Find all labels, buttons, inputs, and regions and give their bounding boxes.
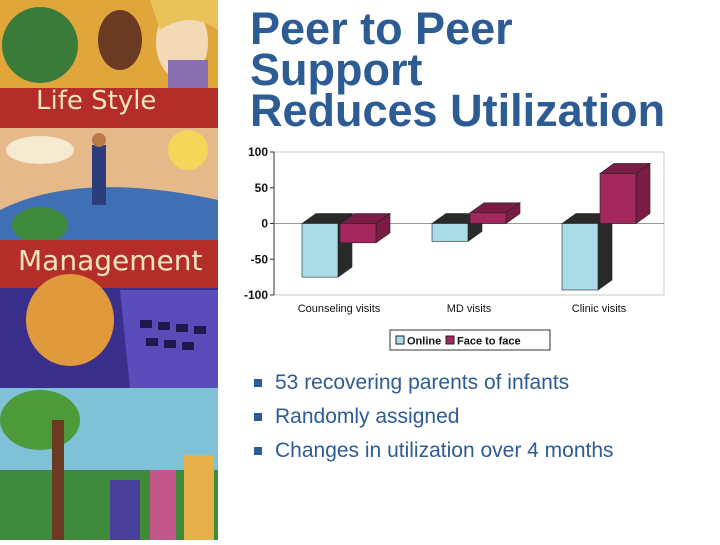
- bar-face-to-face: [339, 212, 391, 244]
- x-tick-label: MD visits: [447, 303, 492, 315]
- y-tick-label: 100: [248, 145, 268, 159]
- legend-label-face-to-face: Face to face: [457, 336, 521, 348]
- x-tick-labels: Counseling visits MD visits Clinic visits: [298, 303, 627, 315]
- bullet-square-icon: [254, 379, 262, 387]
- bar-side-face: [597, 212, 613, 291]
- bullet-square-icon: [254, 447, 262, 455]
- legend-swatch-face-to-face: [445, 335, 455, 345]
- bar-side-face: [635, 162, 651, 225]
- bar-front-face: [561, 223, 599, 291]
- title-line-2: Support: [250, 44, 423, 95]
- bar-face-to-face: [469, 202, 521, 225]
- decorative-art-panel: Life Style Management: [0, 0, 218, 540]
- y-tick-label: 50: [255, 181, 269, 195]
- bar-front-face: [599, 173, 637, 224]
- bullet-list: 53 recovering parents of infants Randoml…: [254, 366, 614, 468]
- title-line-1: Peer to Peer: [250, 3, 513, 54]
- slide-title: Peer to Peer Support Reduces Utilization: [250, 3, 710, 136]
- bullet-square-icon: [254, 413, 262, 421]
- bar-front-face: [301, 223, 339, 278]
- y-tick-label: 0: [261, 217, 268, 231]
- bullet-item: Randomly assigned: [254, 400, 614, 434]
- art-label-life-style: Life Style: [36, 86, 157, 116]
- chart-legend: Online Face to face: [389, 329, 551, 351]
- y-tick-label: -50: [251, 252, 269, 266]
- bar-face-to-face: [599, 162, 651, 225]
- art-illustration: [0, 0, 218, 540]
- title-line-3: Reduces Utilization: [250, 85, 666, 136]
- bullet-item: Changes in utilization over 4 months: [254, 434, 614, 468]
- utilization-bar-chart: 100 50 0 -50 -100 Counseling visits MD visits…: [244, 145, 665, 351]
- bar-series: [301, 162, 651, 291]
- y-tick-label: -100: [244, 288, 268, 302]
- legend-swatch-online: [395, 335, 405, 345]
- art-label-management: Management: [18, 244, 203, 277]
- bar-front-face: [339, 223, 377, 244]
- x-tick-label: Clinic visits: [572, 303, 627, 315]
- legend-label-online: Online: [407, 336, 441, 348]
- bar-front-face: [469, 212, 507, 224]
- x-tick-label: Counseling visits: [298, 303, 381, 315]
- bar-front-face: [431, 223, 469, 242]
- bar-online: [561, 212, 613, 291]
- bullet-item: 53 recovering parents of infants: [254, 366, 614, 400]
